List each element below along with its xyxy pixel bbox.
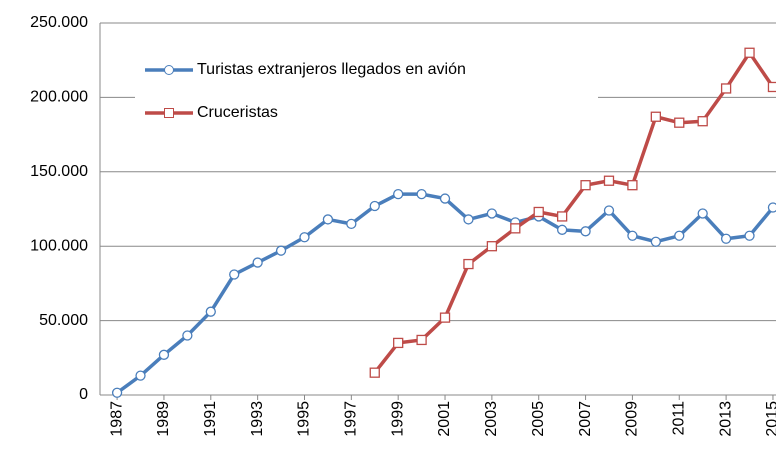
point	[439, 312, 451, 323]
x-tick-label: 2001	[436, 401, 453, 437]
legend-label: Turistas extranjeros llegados en avión	[197, 61, 466, 78]
x-tick-label: 2015	[764, 401, 776, 437]
x-tick-label: 1991	[202, 401, 219, 437]
point	[744, 47, 755, 58]
point	[697, 116, 708, 127]
y-tick-label: 150.000	[30, 163, 88, 180]
x-tick-label: 1995	[296, 401, 313, 437]
point	[393, 188, 404, 200]
point	[510, 223, 521, 234]
x-tick-label: 1987	[108, 401, 125, 437]
x-tick-label: 1999	[389, 401, 406, 437]
point	[556, 211, 568, 222]
point	[603, 205, 615, 216]
point	[650, 236, 661, 247]
point	[556, 224, 568, 235]
point	[627, 230, 638, 241]
point	[627, 180, 638, 191]
point	[416, 334, 427, 346]
point	[393, 337, 404, 349]
y-tick-label: 50.000	[39, 312, 88, 329]
x-tick-label: 1997	[343, 401, 360, 437]
point	[580, 180, 591, 191]
x-tick-label: 2009	[624, 401, 641, 437]
legend-box	[135, 48, 598, 133]
point	[439, 193, 451, 204]
x-tick-label: 1989	[155, 401, 172, 437]
point	[205, 306, 216, 317]
legend-marker	[164, 108, 174, 118]
x-tick-label: 2005	[530, 401, 547, 437]
point	[720, 83, 732, 94]
point	[111, 387, 123, 398]
point	[158, 349, 170, 360]
point	[603, 175, 615, 186]
x-tick-label: 2003	[483, 401, 500, 437]
y-tick-label: 100.000	[30, 237, 88, 254]
point	[135, 370, 146, 381]
x-tick-label: 1993	[249, 401, 266, 437]
x-tick-label: 2013	[717, 401, 734, 437]
y-tick-label: 200.000	[30, 89, 88, 106]
point	[697, 208, 708, 219]
point	[252, 257, 263, 268]
point	[533, 206, 544, 218]
point	[744, 230, 755, 241]
x-tick-label: 2011	[670, 401, 687, 436]
legend-marker	[164, 65, 174, 75]
point	[322, 214, 334, 225]
point	[580, 226, 591, 237]
point	[674, 117, 685, 128]
x-tick-label: 2007	[577, 401, 594, 437]
point	[650, 111, 661, 122]
y-tick-label: 0	[79, 386, 88, 403]
point	[767, 81, 776, 93]
point	[299, 232, 310, 243]
legend-label: Cruceristas	[197, 104, 278, 121]
point	[463, 258, 474, 270]
point	[720, 233, 732, 244]
series-line	[116, 192, 775, 395]
point	[229, 269, 240, 280]
point	[486, 241, 498, 252]
point	[463, 214, 474, 225]
point	[369, 200, 380, 212]
y-tick-label: 250.000	[30, 14, 88, 31]
point	[416, 188, 427, 200]
point	[486, 208, 498, 219]
point	[346, 218, 357, 230]
point	[275, 245, 287, 256]
point	[767, 202, 776, 213]
point	[369, 367, 380, 378]
point	[182, 330, 193, 341]
point	[674, 230, 685, 241]
